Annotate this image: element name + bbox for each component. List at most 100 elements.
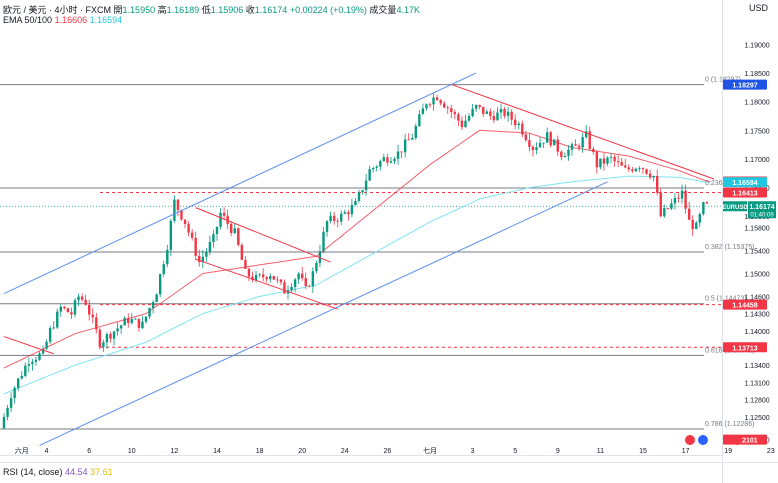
candle-body xyxy=(538,142,542,148)
candle-body xyxy=(453,112,457,115)
candle-body xyxy=(489,111,492,116)
candle-body xyxy=(233,228,236,234)
time-tick-label: 20 xyxy=(298,448,306,455)
time-axis[interactable]: 六月 4 6 10 12 14 18 20 24 26 七月 3 5 9 11 15 17 19 23 xyxy=(15,446,775,455)
price-tag xyxy=(723,177,767,188)
candle-body xyxy=(20,375,23,379)
candle-body xyxy=(9,398,13,408)
time-tick-label: 14 xyxy=(213,448,221,455)
symbol-tag-label: EURUSD xyxy=(722,205,748,211)
candle-body xyxy=(535,147,538,151)
candle-body xyxy=(194,237,197,256)
candle-body xyxy=(645,169,648,174)
candle-body xyxy=(329,215,332,222)
current-price-label: 1.16174 xyxy=(749,204,774,211)
change-value: +0.00224 (+0.19%) xyxy=(289,5,367,15)
candle-body xyxy=(418,114,421,127)
candle-body xyxy=(652,176,655,178)
left-resistance-line xyxy=(3,336,54,355)
candle-body xyxy=(421,108,425,115)
price-tick-label: 1.17500 xyxy=(744,128,769,135)
candle-body xyxy=(687,208,691,220)
candle-body xyxy=(130,319,133,323)
time-tick-label: 六月 xyxy=(15,446,29,455)
candle-body xyxy=(301,273,304,279)
candle-body xyxy=(155,294,158,303)
candle-body xyxy=(27,364,31,366)
candle-body xyxy=(624,165,627,168)
candle-body xyxy=(293,279,297,287)
candle-body xyxy=(208,241,212,252)
candle-body xyxy=(173,199,176,221)
trend-lines xyxy=(3,72,715,446)
candle-body xyxy=(585,131,588,138)
volume-value: 4.17K xyxy=(396,5,420,15)
economic-event-icon xyxy=(732,435,742,445)
time-tick-label: 3 xyxy=(471,448,475,455)
candle-body xyxy=(190,232,194,238)
candle-body xyxy=(361,190,364,193)
candle-body xyxy=(393,158,396,162)
candle-body xyxy=(84,299,87,305)
candle-body xyxy=(198,255,201,263)
price-tick-label: 1.12500 xyxy=(744,415,769,422)
candle-body xyxy=(183,219,187,224)
candle-body xyxy=(318,251,322,263)
candle-body xyxy=(510,111,513,120)
candle-body xyxy=(439,100,442,104)
candle-body xyxy=(166,249,169,265)
price-tag xyxy=(723,187,767,198)
rsi-legend[interactable]: RSI (14, close) 44.54 37.61 xyxy=(3,467,113,477)
candle-body xyxy=(680,190,684,199)
low-label: 低 xyxy=(201,5,211,15)
economic-event-icon xyxy=(698,435,708,445)
fib-level-label: 0.382 (1.15375) xyxy=(705,244,754,251)
candle-body xyxy=(222,212,226,216)
ema-legend[interactable]: EMA 50/100 1.16606 1.16594 xyxy=(3,15,122,25)
candle-body xyxy=(698,214,701,223)
time-tick-label: 17 xyxy=(682,448,690,455)
time-tick-label: 19 xyxy=(724,448,732,455)
price-tag-label: 1.16594 xyxy=(732,180,757,187)
candle-body xyxy=(432,97,435,105)
candle-body xyxy=(237,228,240,245)
candle-body xyxy=(631,169,634,172)
candle-body xyxy=(695,222,698,229)
time-tick-label: 4 xyxy=(45,448,49,455)
candle-body xyxy=(201,256,204,263)
candle-body xyxy=(553,139,556,146)
candle-body xyxy=(148,308,151,317)
candle-body xyxy=(52,327,55,329)
rsi-ma-value: 37.61 xyxy=(90,467,113,477)
candle-body xyxy=(73,300,77,315)
fib-level-label: 0.786 (1.12286) xyxy=(705,421,754,428)
candle-body xyxy=(354,201,357,206)
candle-body xyxy=(464,120,467,128)
candle-body xyxy=(492,115,496,121)
candle-body xyxy=(80,296,84,300)
candle-body xyxy=(677,197,680,199)
candle-body xyxy=(389,161,393,163)
event-icons[interactable] xyxy=(685,435,742,445)
candle-body xyxy=(606,157,609,164)
candle-body xyxy=(169,220,173,250)
candle-body xyxy=(91,314,94,318)
economic-event-icon xyxy=(685,435,695,445)
candle-body xyxy=(88,304,91,315)
candle-body xyxy=(478,104,481,107)
candle-body xyxy=(435,97,439,101)
candle-body xyxy=(506,111,510,116)
candle-body xyxy=(119,325,123,329)
price-tag xyxy=(723,79,767,90)
time-tick-label: 七月 xyxy=(423,446,437,455)
current-price-tag xyxy=(748,201,776,219)
candle-body xyxy=(265,277,268,280)
candle-body xyxy=(59,306,62,312)
candle-body xyxy=(247,268,251,277)
candle-body xyxy=(627,167,630,170)
candle-body xyxy=(684,190,687,209)
countdown-label: 01:40:09 xyxy=(750,213,774,219)
candle-body xyxy=(332,215,336,221)
candle-body xyxy=(581,137,584,148)
